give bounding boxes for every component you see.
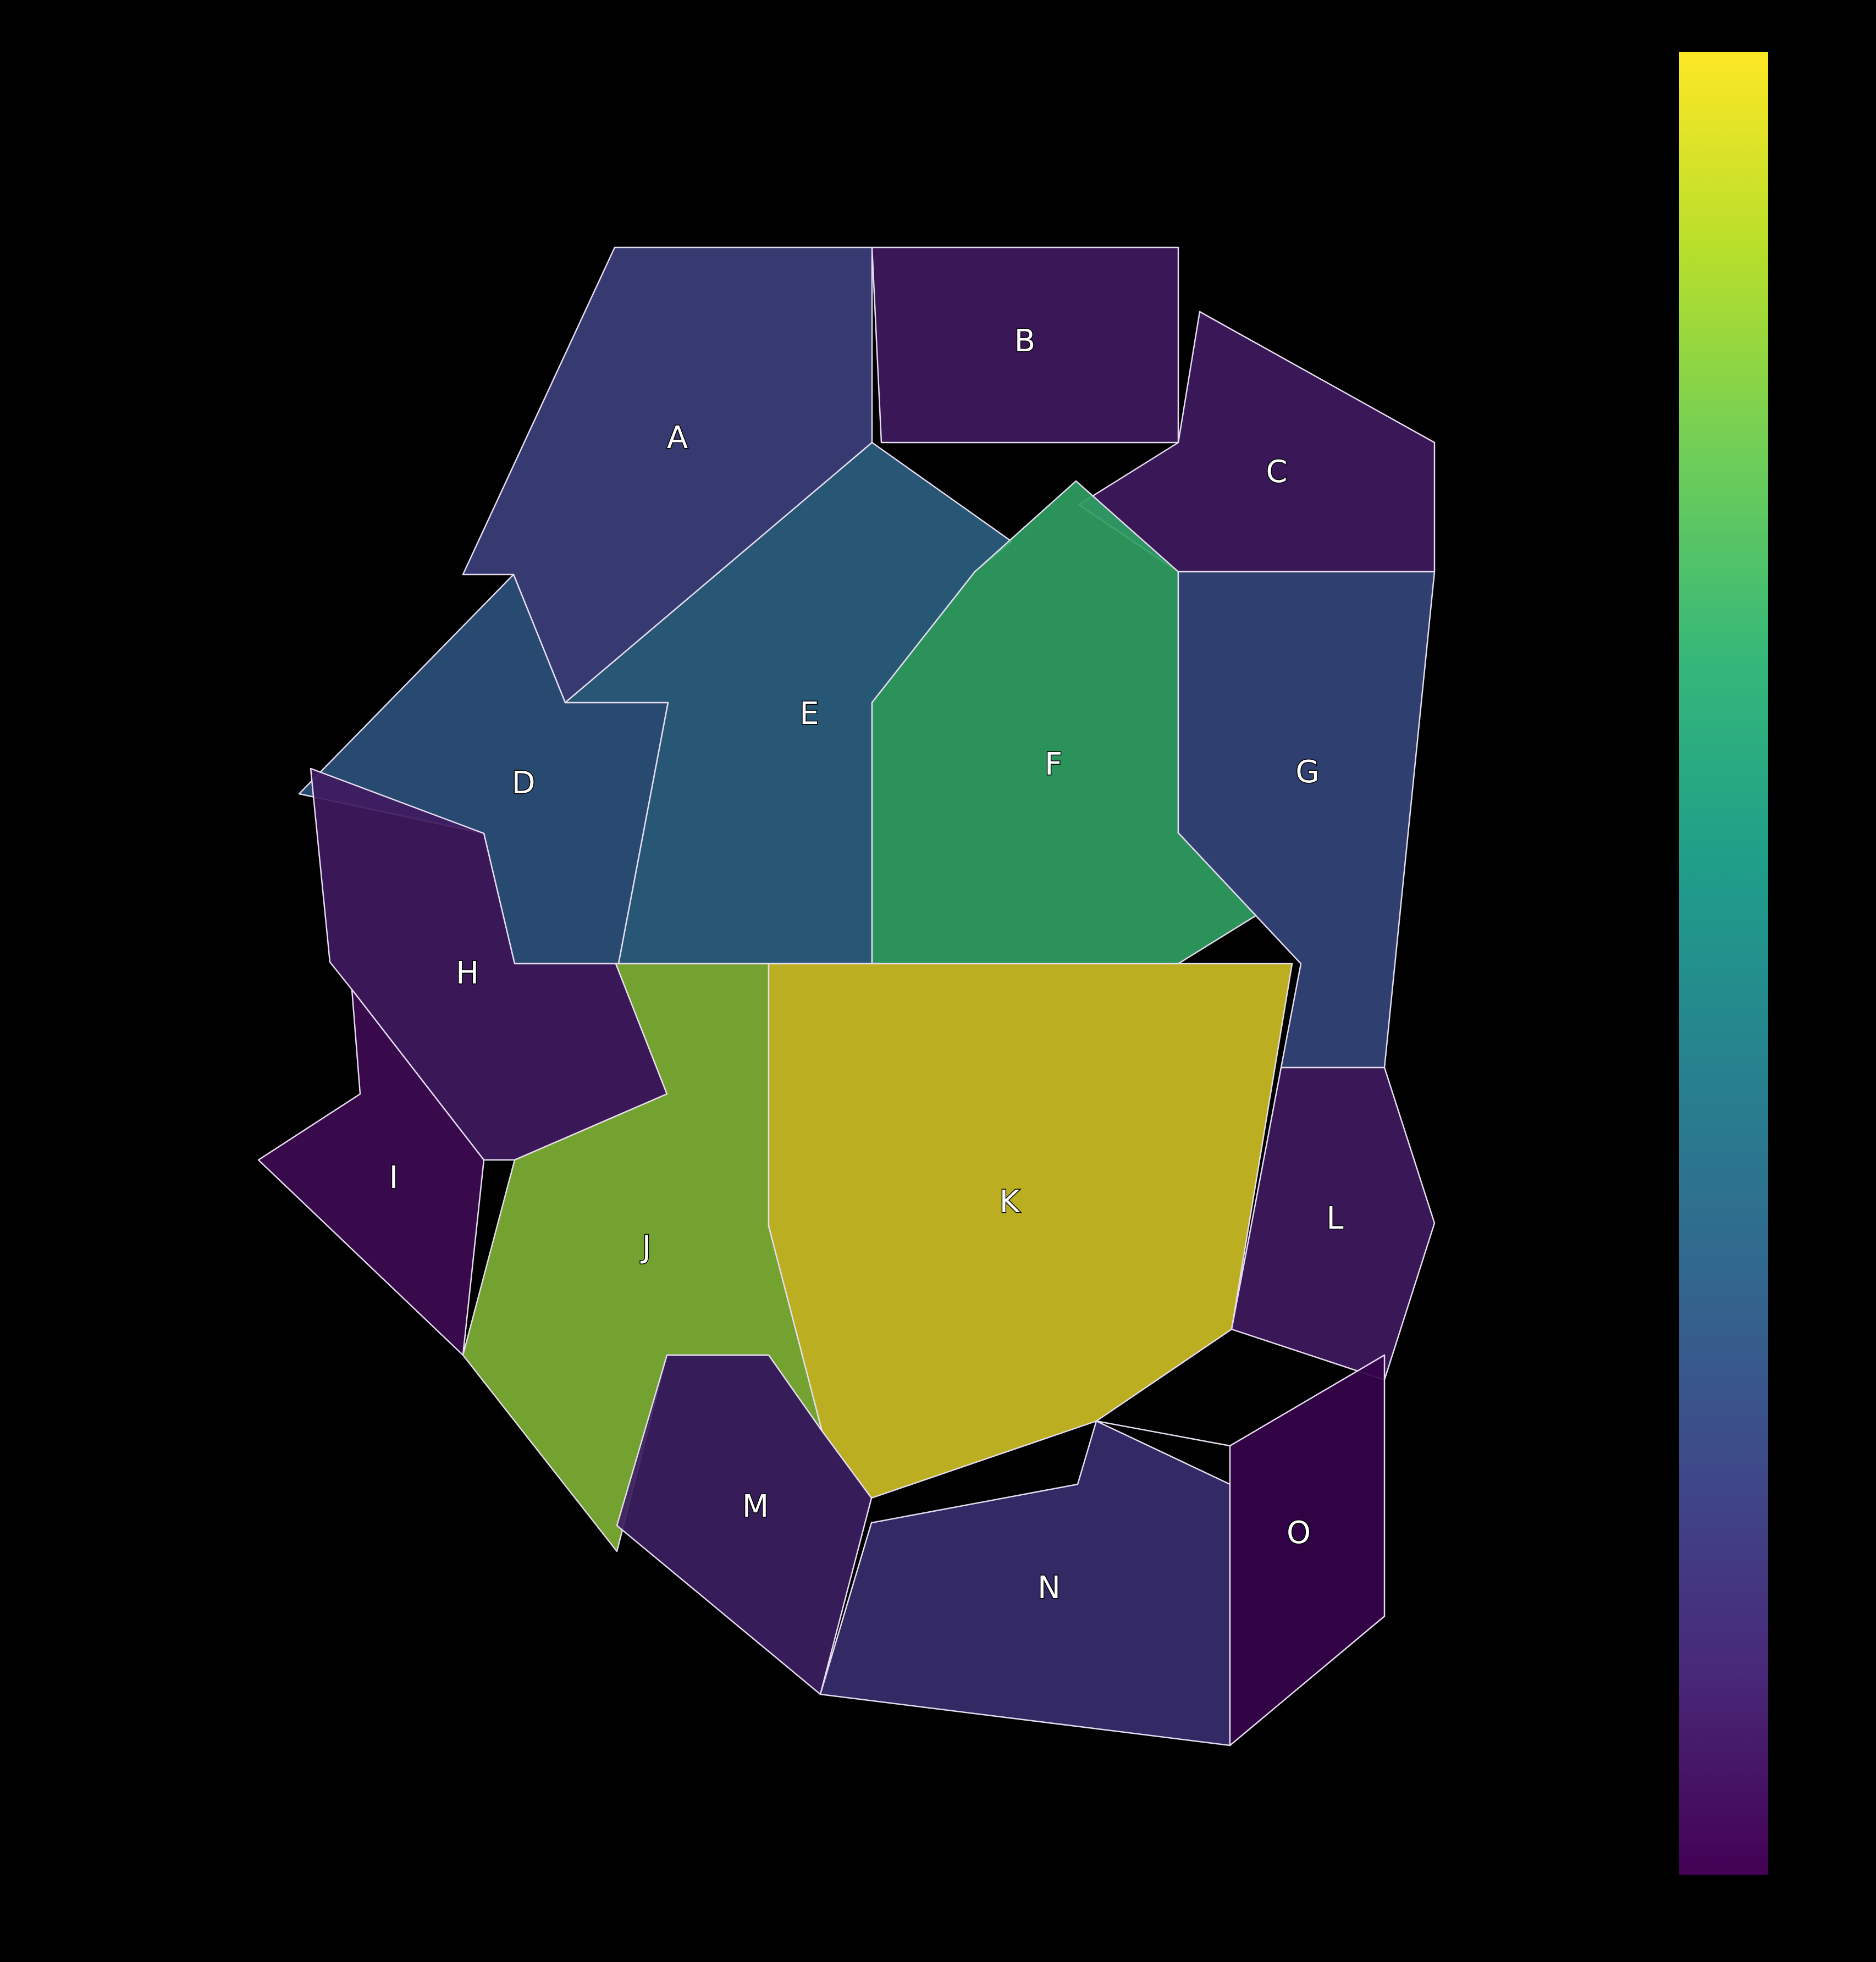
region-label-i: I (389, 1160, 399, 1196)
regions-layer (257, 246, 1436, 1747)
region-label-c: C (1266, 454, 1287, 490)
region-k (768, 963, 1293, 1499)
region-label-j: J (641, 1229, 652, 1265)
region-label-l: L (1326, 1201, 1343, 1236)
region-label-m: M (742, 1489, 769, 1524)
region-label-o: O (1287, 1515, 1311, 1551)
region-o (1095, 1354, 1386, 1747)
region-label-d: D (511, 765, 535, 801)
region-label-b: B (1014, 323, 1035, 359)
region-label-e: E (799, 696, 819, 732)
region-i (257, 988, 485, 1356)
colorbar (1679, 52, 1768, 1875)
region-label-f: F (1045, 747, 1062, 782)
region-label-k: K (1000, 1184, 1020, 1220)
region-label-g: G (1295, 754, 1319, 790)
region-label-h: H (456, 955, 479, 991)
region-m (616, 1354, 873, 1695)
labels-layer: A B C D E F G H I J K L M N O (388, 323, 1344, 1607)
region-l (1231, 1066, 1436, 1381)
region-label-a: A (667, 420, 688, 456)
region-label-n: N (1038, 1570, 1061, 1606)
